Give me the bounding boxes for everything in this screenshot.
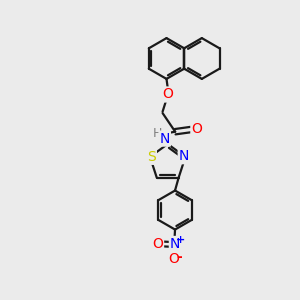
Text: S: S [147, 150, 156, 164]
Text: -: - [176, 250, 182, 263]
Text: N: N [179, 149, 189, 163]
Text: O: O [152, 237, 163, 251]
Text: O: O [163, 88, 173, 101]
Text: +: + [176, 235, 185, 245]
Text: N: N [170, 237, 180, 251]
Text: O: O [191, 122, 202, 136]
Text: H: H [152, 127, 162, 140]
Text: O: O [168, 252, 179, 266]
Text: N: N [160, 132, 170, 145]
